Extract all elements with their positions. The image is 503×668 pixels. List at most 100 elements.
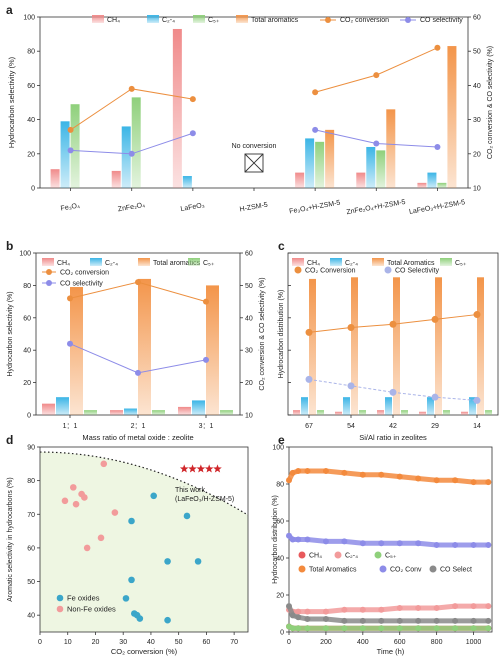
bar-5-0	[356, 172, 366, 188]
legend-swatch	[292, 258, 304, 266]
scatter-point-0-1	[183, 512, 191, 520]
x-tick-label: 1000	[466, 639, 482, 646]
series-point-1-13	[485, 603, 492, 610]
y-tick-label: 20	[27, 151, 35, 158]
legend-marker	[334, 551, 342, 559]
legend-label: CO Selectivity	[395, 268, 439, 275]
bar-0-1	[60, 121, 70, 188]
legend-swatch	[188, 258, 200, 266]
series-point-3-12	[470, 479, 477, 486]
bar-0-3	[84, 410, 97, 415]
series-point-4-2	[295, 536, 302, 543]
series-point-3-6	[359, 471, 366, 478]
series-point-4-4	[322, 538, 329, 545]
scatter-point-0-0	[150, 492, 158, 500]
legend-label: CO₂ conversion	[340, 17, 389, 24]
line-point-0-6	[434, 44, 441, 51]
line-series-0	[315, 47, 438, 93]
legend-marker	[56, 605, 64, 613]
y2-tick-label: 40	[473, 83, 481, 90]
y2-tick-label: 60	[473, 15, 481, 22]
series-point-4-6	[359, 540, 366, 547]
line-point-1-0	[67, 340, 73, 347]
scatter-point-1-7	[97, 534, 105, 542]
series-point-3-4	[322, 468, 329, 475]
panel-d-ylabel: Aromatic selectivity in hydrocarbons (%)	[7, 477, 14, 602]
x-tick-label-3: H-ZSM-5	[239, 202, 268, 214]
line-point-1-2	[203, 356, 209, 363]
y2-tick-label: 30	[245, 348, 253, 355]
bar-3-2	[435, 277, 442, 415]
bar-0-2	[70, 287, 83, 415]
series-point-2-9	[415, 625, 422, 632]
line-point-0-0	[305, 328, 313, 336]
y2-tick-label: 60	[245, 251, 253, 258]
scatter-point-0-4	[194, 558, 202, 565]
legend-label: C₂-₄	[162, 17, 175, 24]
legend-label: C₂-₄	[345, 260, 358, 267]
series-point-1-12	[470, 603, 477, 610]
bar-0-0	[293, 410, 300, 415]
bar-2-3	[401, 410, 408, 415]
line-point-1-1	[347, 382, 355, 390]
legend-label: CH₄	[57, 260, 70, 267]
series-point-5-11	[452, 617, 459, 624]
x-tick-label: 200	[320, 639, 332, 646]
bar-0-3	[317, 410, 324, 415]
line-point-1-2	[389, 388, 397, 396]
y-tick-label: 40	[276, 556, 284, 563]
y-tick-label: 60	[27, 545, 35, 552]
series-point-2-6	[359, 625, 366, 632]
legend-label: CO₂ Conversion	[305, 268, 356, 275]
bar-2-0	[178, 406, 191, 415]
x-tick-label: 20	[92, 639, 100, 646]
y-tick-label: 60	[23, 315, 31, 322]
panel-e-ylabel: Hydrocarbon distribution (%)	[272, 495, 279, 584]
series-point-3-2	[295, 468, 302, 475]
y2-tick-label: 50	[245, 283, 253, 290]
legend-swatch	[147, 15, 159, 23]
series-band-4	[286, 533, 491, 548]
series-point-2-13	[485, 625, 492, 632]
x-tick-label: 60	[203, 639, 211, 646]
y-tick-label: 40	[27, 117, 35, 124]
series-point-1-3	[304, 608, 311, 615]
series-point-5-10	[433, 617, 440, 624]
bar-0-0	[42, 403, 55, 415]
legend-swatch	[330, 258, 342, 266]
x-tick-label: 400	[357, 639, 369, 646]
y2-tick-label: 20	[473, 151, 481, 158]
bar-1-1	[121, 126, 131, 188]
panel-d-annotation-line1: This work	[175, 487, 205, 494]
line-point-0-0	[67, 126, 74, 133]
legend-swatch	[138, 258, 150, 266]
legend-label: CO Select	[440, 567, 472, 574]
y-tick-label: 70	[27, 512, 35, 519]
panel-a-letter: a	[6, 3, 13, 17]
y2-tick-label: 10	[245, 413, 253, 420]
y-tick-label: 60	[276, 519, 284, 526]
y-tick-label: 20	[276, 593, 284, 600]
legend-swatch	[372, 258, 384, 266]
x-tick-label-2: 42	[389, 423, 397, 430]
series-point-4-11	[452, 542, 459, 549]
y-tick-label: 50	[27, 579, 35, 586]
bar-4-3	[325, 129, 335, 188]
y2-tick-label: 40	[245, 315, 253, 322]
series-point-4-3	[304, 536, 311, 543]
x-tick-label-5: ZnFe₂O₄+H-ZSM-5	[346, 199, 406, 216]
bar-0-1	[301, 397, 308, 415]
series-point-4-10	[433, 542, 440, 549]
series-point-5-13	[485, 617, 492, 624]
panel-e-letter: e	[278, 433, 285, 447]
panel-b-xlabel: Mass ratio of metal oxide : zeolite	[82, 433, 193, 442]
series-point-1-6	[359, 606, 366, 613]
series-point-3-7	[378, 471, 385, 478]
legend-label: Total aromatics	[251, 17, 299, 24]
y2-tick-label: 30	[473, 117, 481, 124]
y-tick-label: 80	[27, 478, 35, 485]
bar-2-1	[385, 397, 392, 415]
x-tick-label: 30	[119, 639, 127, 646]
bar-1-1	[343, 397, 350, 415]
y-tick-label: 80	[27, 49, 35, 56]
